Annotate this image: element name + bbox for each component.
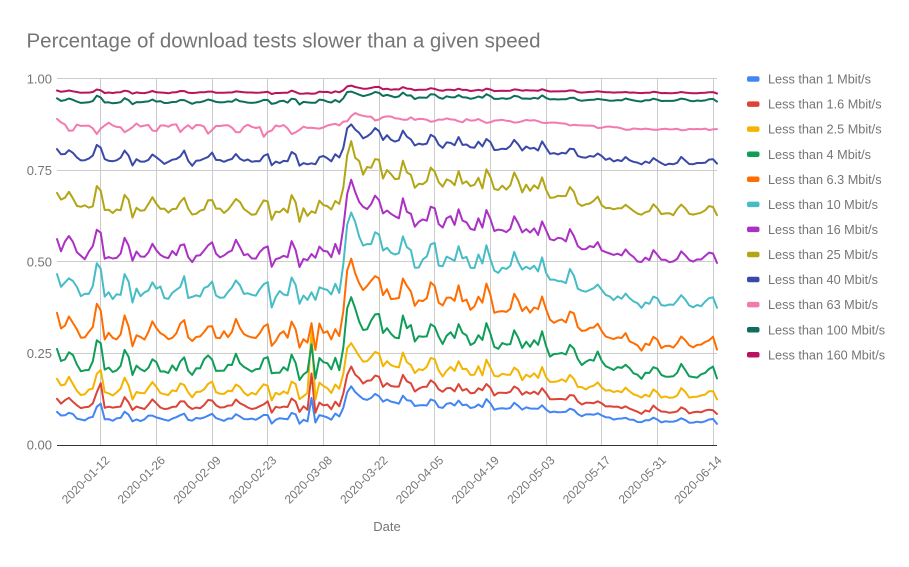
svg-text:Less than 1 Mbit/s: Less than 1 Mbit/s xyxy=(768,73,871,87)
svg-text:Less than 2.5 Mbit/s: Less than 2.5 Mbit/s xyxy=(768,123,882,137)
svg-text:0.50: 0.50 xyxy=(27,254,52,269)
svg-text:Less than 10 Mbit/s: Less than 10 Mbit/s xyxy=(768,198,878,212)
svg-text:0.25: 0.25 xyxy=(27,346,52,361)
svg-text:Less than 6.3 Mbit/s: Less than 6.3 Mbit/s xyxy=(768,173,882,187)
svg-text:Date: Date xyxy=(373,519,400,534)
svg-text:Less than 63 Mbit/s: Less than 63 Mbit/s xyxy=(768,298,878,312)
svg-text:Less than 16 Mbit/s: Less than 16 Mbit/s xyxy=(768,223,878,237)
svg-text:Percentage of download tests s: Percentage of download tests slower than… xyxy=(27,30,541,53)
svg-text:Less than 100 Mbit/s: Less than 100 Mbit/s xyxy=(768,323,885,337)
svg-text:0.75: 0.75 xyxy=(27,163,52,178)
svg-text:Less than 160 Mbit/s: Less than 160 Mbit/s xyxy=(768,348,885,362)
svg-text:1.00: 1.00 xyxy=(27,71,52,86)
svg-text:0.00: 0.00 xyxy=(27,438,52,453)
svg-text:Less than 40 Mbit/s: Less than 40 Mbit/s xyxy=(768,273,878,287)
svg-text:Less than 25 Mbit/s: Less than 25 Mbit/s xyxy=(768,248,878,262)
svg-text:Less than 1.6 Mbit/s: Less than 1.6 Mbit/s xyxy=(768,98,882,112)
svg-text:Less than 4 Mbit/s: Less than 4 Mbit/s xyxy=(768,148,871,162)
